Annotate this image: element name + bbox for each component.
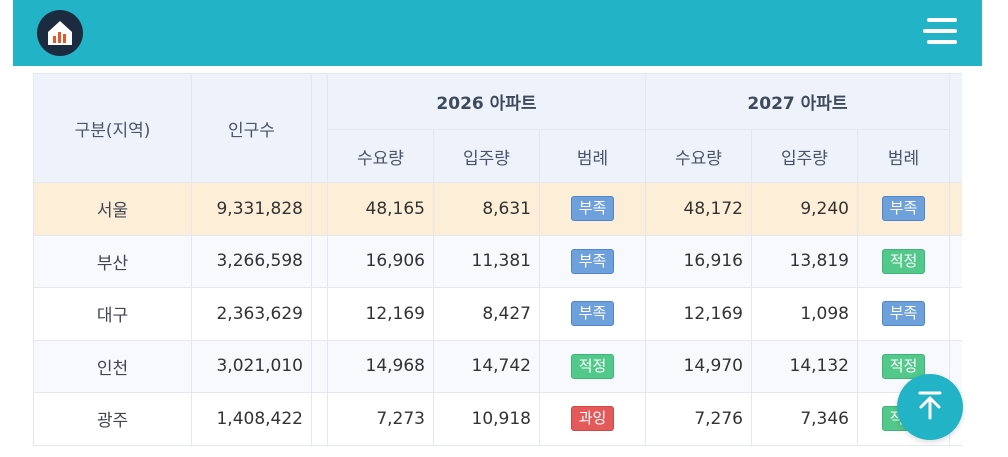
demand-2027-cell: 14,970 <box>645 339 752 393</box>
hamburger-menu-icon[interactable] <box>923 14 961 48</box>
scroll-to-top-button[interactable] <box>897 374 963 440</box>
gap-cell-right <box>949 234 962 288</box>
header-legend-2027: 범례 <box>857 129 950 183</box>
top-app-bar <box>13 0 982 66</box>
header-gap-right <box>949 73 962 183</box>
status-badge: 부족 <box>881 301 926 327</box>
gap-cell <box>311 339 328 393</box>
legend-2027-cell: 적정 <box>857 339 950 393</box>
supply-2027-cell: 1,098 <box>751 287 858 341</box>
gap-cell <box>311 392 328 446</box>
demand-2026-cell: 12,169 <box>327 287 434 341</box>
population-cell: 3,021,010 <box>191 339 312 393</box>
supply-2027-cell: 13,819 <box>751 234 858 288</box>
demand-2026-cell: 7,273 <box>327 392 434 446</box>
population-cell: 9,331,828 <box>191 182 312 236</box>
header-demand-2026: 수요량 <box>327 129 434 183</box>
supply-2026-cell: 8,427 <box>433 287 540 341</box>
house-chart-icon[interactable] <box>37 10 83 56</box>
population-cell: 2,363,629 <box>191 287 312 341</box>
supply-2027-cell: 9,240 <box>751 182 858 236</box>
region-cell: 인천 <box>33 339 192 393</box>
demand-2027-cell: 48,172 <box>645 182 752 236</box>
region-cell: 광주 <box>33 392 192 446</box>
region-cell: 대구 <box>33 287 192 341</box>
supply-2027-cell: 7,346 <box>751 392 858 446</box>
legend-2026-cell: 부족 <box>539 287 646 341</box>
gap-cell-right <box>949 339 962 393</box>
supply-2026-cell: 14,742 <box>433 339 540 393</box>
demand-2027-cell: 7,276 <box>645 392 752 446</box>
gap-cell-right <box>949 182 962 236</box>
demand-2026-cell: 16,906 <box>327 234 434 288</box>
demand-2027-cell: 16,916 <box>645 234 752 288</box>
supply-2026-cell: 8,631 <box>433 182 540 236</box>
status-badge: 부족 <box>570 248 615 274</box>
header-group-2026: 2026 아파트 <box>327 73 646 130</box>
header-group-2027: 2027 아파트 <box>645 73 950 130</box>
status-badge: 부족 <box>881 196 926 222</box>
header-gap <box>311 73 328 183</box>
header-supply-2026: 입주량 <box>433 129 540 183</box>
legend-2027-cell: 적정 <box>857 234 950 288</box>
gap-cell <box>311 234 328 288</box>
legend-2027-cell: 부족 <box>857 182 950 236</box>
status-badge: 부족 <box>570 301 615 327</box>
header-legend-2026: 범례 <box>539 129 646 183</box>
gap-cell-right <box>949 287 962 341</box>
legend-2026-cell: 과잉 <box>539 392 646 446</box>
status-badge: 과잉 <box>570 406 615 432</box>
legend-2026-cell: 적정 <box>539 339 646 393</box>
status-badge: 적정 <box>881 248 926 274</box>
gap-cell <box>311 182 328 236</box>
demand-2026-cell: 48,165 <box>327 182 434 236</box>
region-cell: 부산 <box>33 234 192 288</box>
status-badge: 적정 <box>570 353 615 379</box>
table-row[interactable]: 서울 9,331,828 48,165 8,631 부족 48,172 9,24… <box>33 182 962 236</box>
population-cell: 1,408,422 <box>191 392 312 446</box>
status-badge: 적정 <box>881 353 926 379</box>
table-row[interactable]: 광주 1,408,422 7,273 10,918 과잉 7,276 7,346… <box>33 392 962 446</box>
supply-2026-cell: 10,918 <box>433 392 540 446</box>
apartment-supply-table-container[interactable]: 구분(지역) 인구수 2026 아파트 2027 아파트 수요량 입주량 범례 … <box>33 73 962 457</box>
header-supply-2027: 입주량 <box>751 129 858 183</box>
status-badge: 부족 <box>570 196 615 222</box>
legend-2026-cell: 부족 <box>539 182 646 236</box>
table-row[interactable]: 부산 3,266,598 16,906 11,381 부족 16,916 13,… <box>33 234 962 288</box>
header-population: 인구수 <box>191 73 312 183</box>
legend-2027-cell: 부족 <box>857 287 950 341</box>
table-row[interactable]: 대구 2,363,629 12,169 8,427 부족 12,169 1,09… <box>33 287 962 341</box>
header-demand-2027: 수요량 <box>645 129 752 183</box>
supply-2027-cell: 14,132 <box>751 339 858 393</box>
arrow-up-to-top-icon <box>913 388 947 426</box>
header-region: 구분(지역) <box>33 73 192 183</box>
supply-2026-cell: 11,381 <box>433 234 540 288</box>
legend-2026-cell: 부족 <box>539 234 646 288</box>
region-cell: 서울 <box>33 182 192 236</box>
table-row[interactable]: 인천 3,021,010 14,968 14,742 적정 14,970 14,… <box>33 339 962 393</box>
population-cell: 3,266,598 <box>191 234 312 288</box>
demand-2026-cell: 14,968 <box>327 339 434 393</box>
demand-2027-cell: 12,169 <box>645 287 752 341</box>
gap-cell <box>311 287 328 341</box>
apartment-supply-table: 구분(지역) 인구수 2026 아파트 2027 아파트 수요량 입주량 범례 … <box>33 73 962 446</box>
